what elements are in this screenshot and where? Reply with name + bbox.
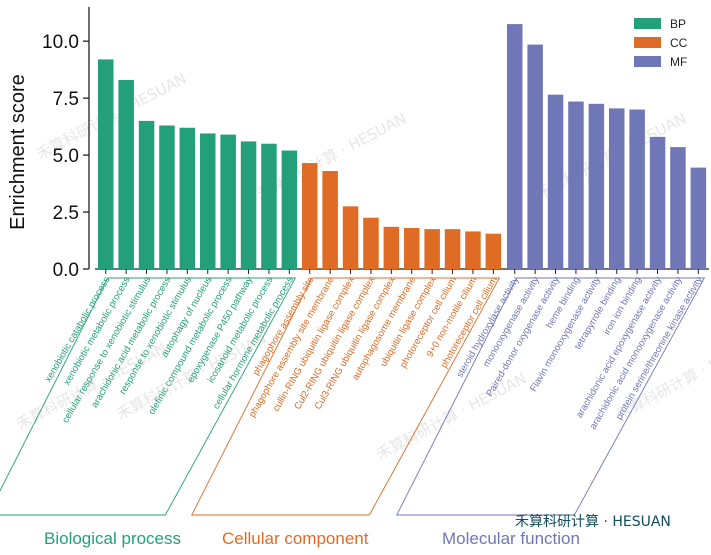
bar-cc-3	[342, 206, 359, 269]
group-title-mf: Molecular function	[442, 529, 580, 548]
legend-label-bp: BP	[670, 17, 686, 31]
group-brackets: Biological process Cellular component Mole…	[0, 277, 706, 548]
bar-bp-2	[118, 79, 134, 269]
bar-mf-5	[588, 103, 605, 270]
bar-cc-1	[302, 163, 318, 269]
bar-mf-10	[690, 167, 707, 269]
group-bracket-bp	[0, 277, 297, 516]
legend: BP CC MF	[634, 17, 688, 69]
legend-label-mf: MF	[670, 55, 687, 69]
bar-bp-3	[138, 120, 155, 269]
bar-mf-1	[507, 24, 523, 269]
bar-cc-8	[444, 229, 461, 269]
bar-bp-7	[220, 134, 236, 269]
group-bracket-cc	[191, 277, 501, 516]
bar-mf-7	[629, 109, 645, 270]
bar-bp-1	[98, 59, 114, 270]
bar-bp-5	[179, 127, 196, 269]
y-axis: 0.0 2.5 5.0 7.5 10.0	[42, 7, 90, 281]
bar-mf-8	[649, 136, 666, 269]
bar-cc-10	[485, 233, 502, 269]
y-tick-label: 5.0	[53, 146, 79, 167]
group-title-bp: Biological process	[44, 529, 181, 548]
group-title-cc: Cellular component	[222, 529, 369, 548]
bar-mf-3	[547, 94, 564, 269]
y-tick-label: 0.0	[53, 260, 79, 281]
bar-cc-2	[322, 171, 338, 269]
legend-swatch-bp	[634, 18, 661, 29]
bar-cc-6	[404, 227, 420, 269]
bar-bp-4	[159, 125, 175, 269]
bar-bp-6	[200, 133, 216, 269]
bar-cc-7	[424, 229, 440, 269]
group-bracket-mf	[396, 277, 706, 516]
bar-bp-8	[240, 141, 257, 269]
bar-mf-9	[670, 147, 686, 269]
bar-mf-4	[568, 101, 584, 270]
bar-mf-2	[527, 44, 543, 269]
bar-cc-5	[383, 226, 400, 269]
legend-swatch-mf	[634, 56, 661, 67]
bar-cc-9	[465, 231, 481, 269]
legend-swatch-cc	[634, 37, 661, 48]
bar-mf-6	[609, 108, 625, 270]
y-tick-label: 7.5	[53, 89, 79, 110]
legend-label-cc: CC	[670, 36, 688, 50]
y-tick-label: 10.0	[42, 32, 79, 53]
bars	[95, 24, 710, 274]
y-axis-title: Enrichment score	[7, 74, 29, 230]
bar-bp-10	[281, 150, 298, 269]
brand-watermark: 禾算科研计算 · HESUAN	[515, 514, 671, 530]
y-tick-label: 2.5	[53, 203, 79, 224]
bar-cc-4	[363, 217, 379, 269]
bar-bp-9	[261, 143, 277, 269]
watermark-text: 禾算科研计算 · HESUAN	[373, 369, 529, 463]
